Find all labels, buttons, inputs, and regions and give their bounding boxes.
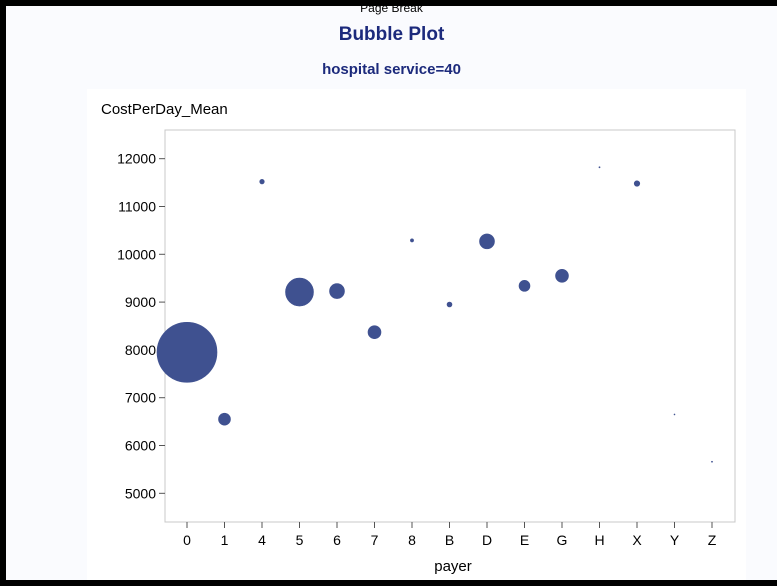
plot-frame [164, 129, 736, 523]
x-tick-label: B [445, 532, 454, 548]
x-tick-label: H [594, 532, 604, 548]
page-break-label: Page Break [360, 6, 423, 15]
bubble-point [598, 166, 601, 169]
bubble-point [711, 460, 713, 463]
x-axis-label: payer [434, 558, 472, 575]
x-tick-label: Y [670, 532, 680, 548]
y-tick-label: 6000 [125, 438, 156, 454]
x-tick-label: G [557, 532, 568, 548]
x-tick-label: 6 [333, 532, 341, 548]
bubble-point [633, 180, 641, 187]
chart-panel: 5000 6000 7000 8000 9000 10000 11000 12000 0 1 4 5 6… [87, 89, 746, 580]
bubble-point [446, 301, 453, 308]
bubble-point [156, 321, 218, 383]
y-tick-label: 5000 [125, 485, 156, 501]
x-tick-label: 7 [371, 532, 379, 548]
y-tick-label: 9000 [125, 294, 156, 310]
bubble-point [410, 238, 414, 243]
x-tick-label: D [482, 532, 492, 548]
x-tick-label: 4 [258, 532, 266, 548]
bubble-plot: 5000 6000 7000 8000 9000 10000 11000 12000 0 1 4 5 6… [117, 129, 736, 548]
bubble-point [218, 412, 231, 426]
report-page: Page Break Bubble Plot hospital service=… [6, 6, 777, 580]
y-axis-label: CostPerDay_Mean [101, 101, 228, 118]
x-tick-label: 0 [183, 532, 191, 548]
bubble-point [367, 325, 382, 340]
y-tick-label: 11000 [118, 198, 156, 214]
bubble-point [673, 413, 676, 416]
x-tick-label: 1 [221, 532, 229, 548]
chart-subtitle: hospital service=40 [322, 61, 461, 78]
x-tick-label: X [632, 532, 642, 548]
chart-title: Bubble Plot [338, 24, 445, 45]
y-tick-label: 7000 [125, 390, 156, 406]
x-tick-label: 5 [296, 532, 304, 548]
y-tick-label: 10000 [117, 246, 156, 262]
x-tick-label: Z [708, 532, 717, 548]
bubble-point [518, 280, 531, 292]
bubble-point [259, 179, 265, 185]
bubble-point [555, 269, 569, 283]
bubble-point [479, 233, 495, 250]
y-tick-label: 12000 [117, 151, 156, 167]
x-tick-label: E [520, 532, 529, 548]
x-tick-label: 8 [408, 532, 416, 548]
bubble-point [329, 283, 345, 299]
bubble-point [285, 277, 314, 307]
y-tick-label: 8000 [125, 342, 156, 358]
